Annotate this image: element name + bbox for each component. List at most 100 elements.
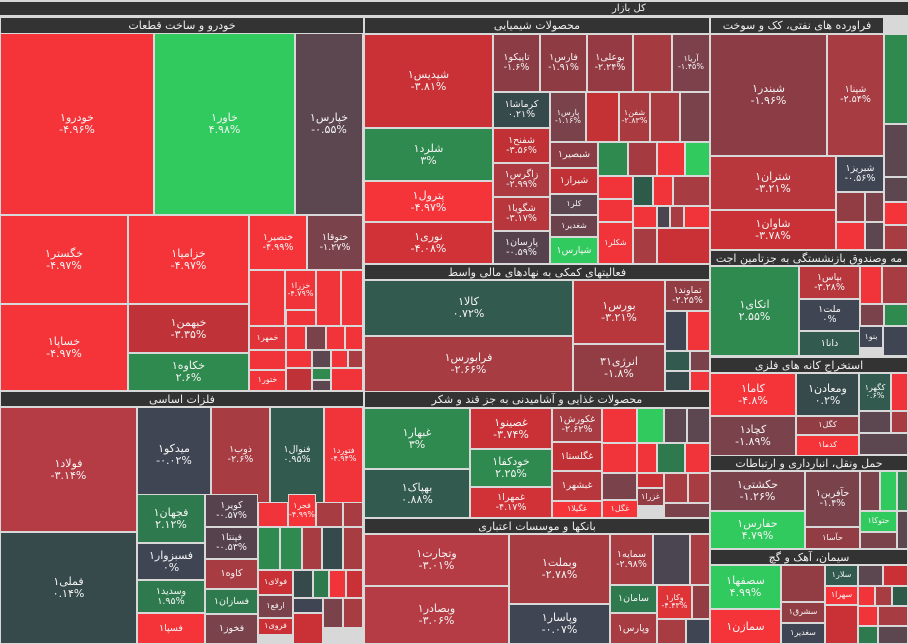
stock-tile-small[interactable] [690, 371, 710, 391]
stock-tile-small[interactable] [293, 598, 323, 613]
stock-tile[interactable]: غکورش۱ -۲.۶۲% [552, 408, 602, 442]
stock-tile-small[interactable] [878, 606, 908, 626]
sector-header[interactable]: سیمان، آهک و گچ [710, 549, 908, 565]
stock-tile-small[interactable] [884, 304, 908, 326]
sector-header[interactable]: مه وصندوق بازنشستگی به جزتامین اجت [710, 250, 908, 266]
stock-tile-small[interactable] [865, 192, 884, 222]
stock-tile-small[interactable] [665, 371, 690, 391]
stock-tile[interactable]: شپدیس۱ -۳.۸۱% [364, 34, 493, 128]
stock-tile-small[interactable] [633, 176, 653, 206]
stock-tile-small[interactable] [346, 570, 363, 598]
stock-tile-small[interactable] [637, 408, 664, 443]
stock-tile[interactable]: اتکای۱ ۲.۵۵% [710, 266, 799, 356]
stock-tile-small[interactable] [258, 527, 280, 570]
stock-tile[interactable]: سامان۱ [610, 585, 657, 613]
stock-tile-small[interactable] [653, 534, 690, 585]
stock-tile-small[interactable] [858, 606, 878, 626]
stock-tile-small[interactable] [637, 443, 657, 473]
stock-tile[interactable]: غمهرا۱ -۴.۱۷% [470, 487, 552, 518]
stock-tile-small[interactable] [657, 619, 686, 644]
stock-tile-small[interactable] [322, 527, 343, 570]
stock-tile-small[interactable] [884, 225, 908, 250]
stock-tile-small[interactable] [687, 311, 710, 351]
stock-tile[interactable]: وبملت۱ -۲.۷۸% [509, 534, 610, 604]
stock-tile-small[interactable] [875, 586, 892, 606]
stock-tile-small[interactable] [860, 471, 880, 511]
stock-tile-small[interactable] [598, 142, 628, 176]
stock-tile[interactable]: بوعلی۱ -۲.۲۴% [587, 34, 633, 92]
stock-tile[interactable]: شتران۱ -۳.۲۱% [710, 156, 836, 210]
stock-tile-small[interactable] [306, 326, 326, 350]
stock-tile[interactable]: میدکو۱ -۰.۰۲% [137, 407, 211, 503]
stock-tile[interactable]: فتورد۱ -۴.۹۴% [324, 407, 363, 503]
stock-tile-small[interactable] [302, 527, 322, 570]
stock-tile-small[interactable] [884, 34, 908, 124]
stock-tile[interactable]: خاور۱ ۴.۹۸% [154, 33, 295, 215]
stock-tile[interactable]: کالا۱ ۰.۷۲% [364, 280, 573, 336]
stock-tile-small[interactable] [249, 350, 286, 370]
stock-tile-small[interactable] [860, 532, 897, 549]
stock-tile-small[interactable] [286, 326, 306, 350]
root-header[interactable]: کل بازار [0, 2, 908, 15]
stock-tile-small[interactable] [692, 585, 710, 619]
stock-tile[interactable]: ومعادن۱ ۰.۲% [796, 373, 859, 416]
stock-tile[interactable]: تماوند۱ -۲.۲۵% [665, 280, 710, 311]
stock-tile[interactable]: خودکفا۱ ۲.۲۵% [470, 449, 552, 487]
stock-tile[interactable]: کویر۱ -۰.۵۷% [205, 494, 258, 527]
stock-tile-small[interactable] [286, 368, 312, 391]
stock-tile-small[interactable] [859, 433, 908, 455]
sector-header[interactable]: بانکها و موسسات اعتباری [364, 518, 710, 534]
stock-tile-small[interactable] [657, 206, 670, 228]
stock-tile[interactable]: ارفع۱ [258, 595, 293, 618]
stock-tile[interactable]: بورس۱ -۳.۲۱% [573, 280, 665, 344]
stock-tile[interactable]: شیراز۱ [550, 168, 598, 194]
stock-tile-small[interactable] [312, 380, 331, 391]
sector-header[interactable]: محصولات شیمیایی [364, 17, 710, 34]
stock-tile[interactable]: سصفها۱ ۴.۹۹% [710, 565, 781, 609]
stock-tile[interactable]: ملت۱ ۰% [799, 299, 860, 331]
stock-tile-small[interactable] [664, 408, 687, 443]
stock-tile-small[interactable] [665, 311, 687, 351]
stock-tile-small[interactable] [312, 368, 331, 380]
stock-tile[interactable]: ختور۱ [249, 370, 286, 391]
stock-tile[interactable]: پارسان۱ -۰.۵۹% [493, 231, 550, 264]
stock-tile-small[interactable] [316, 270, 341, 326]
stock-tile-small[interactable] [883, 565, 908, 586]
stock-tile[interactable]: خبهمن۱ -۳.۳۵% [128, 304, 249, 353]
stock-tile-small[interactable] [897, 511, 908, 549]
stock-tile[interactable]: فسپا۱ [137, 613, 205, 644]
stock-tile[interactable]: پارس۱ -۱.۱۶% [550, 92, 586, 142]
sector-header[interactable]: فراورده های نفتی، کک و سوخت [710, 17, 884, 34]
stock-tile-small[interactable] [633, 228, 657, 264]
stock-tile-small[interactable] [859, 411, 891, 433]
stock-tile-small[interactable] [326, 326, 345, 350]
stock-tile-small[interactable] [687, 408, 710, 443]
stock-tile[interactable]: تاپیکو۱ -۱.۶% [493, 34, 540, 92]
stock-tile-small[interactable] [312, 350, 331, 368]
stock-tile[interactable]: شگویا۱ -۳.۱۷% [493, 197, 550, 231]
stock-tile-small[interactable] [637, 473, 664, 488]
stock-tile-small[interactable] [836, 222, 865, 250]
stock-tile-small[interactable] [602, 473, 637, 500]
stock-tile[interactable]: خگستر۱ -۴.۹۷% [0, 215, 128, 304]
stock-tile-small[interactable] [323, 598, 343, 628]
stock-tile[interactable]: شبندر۱ -۱.۹۶% [710, 34, 827, 156]
stock-tile-small[interactable] [865, 222, 884, 250]
stock-tile-small[interactable] [343, 598, 363, 628]
stock-tile[interactable]: دانا۱ [799, 331, 860, 356]
stock-tile[interactable]: نوری۱ -۴.۰۸% [364, 222, 493, 264]
stock-tile-small[interactable] [684, 206, 710, 228]
stock-tile[interactable]: غبشهر۱ [552, 471, 602, 501]
sector-header[interactable]: محصولات غذایی و آشامیدنی به جز قند و شکر [364, 391, 710, 408]
stock-tile[interactable]: ذوب۱ -۲.۶% [211, 407, 270, 503]
stock-tile-small[interactable] [633, 206, 657, 228]
stock-tile[interactable]: خپارس۱ -۰.۵۵% [295, 33, 363, 215]
stock-tile-small[interactable] [628, 142, 657, 176]
stock-tile[interactable]: خودرو۱ -۴.۹۶% [0, 33, 154, 215]
stock-tile[interactable]: حتوکا۱ [860, 511, 897, 532]
stock-tile-small[interactable] [664, 473, 688, 503]
stock-tile-small[interactable] [280, 527, 302, 570]
stock-tile-small[interactable] [860, 266, 882, 304]
stock-tile[interactable]: شفن۱ -۲.۸۳% [619, 92, 650, 142]
stock-tile[interactable]: غبهار۱ ۳% [364, 408, 470, 469]
